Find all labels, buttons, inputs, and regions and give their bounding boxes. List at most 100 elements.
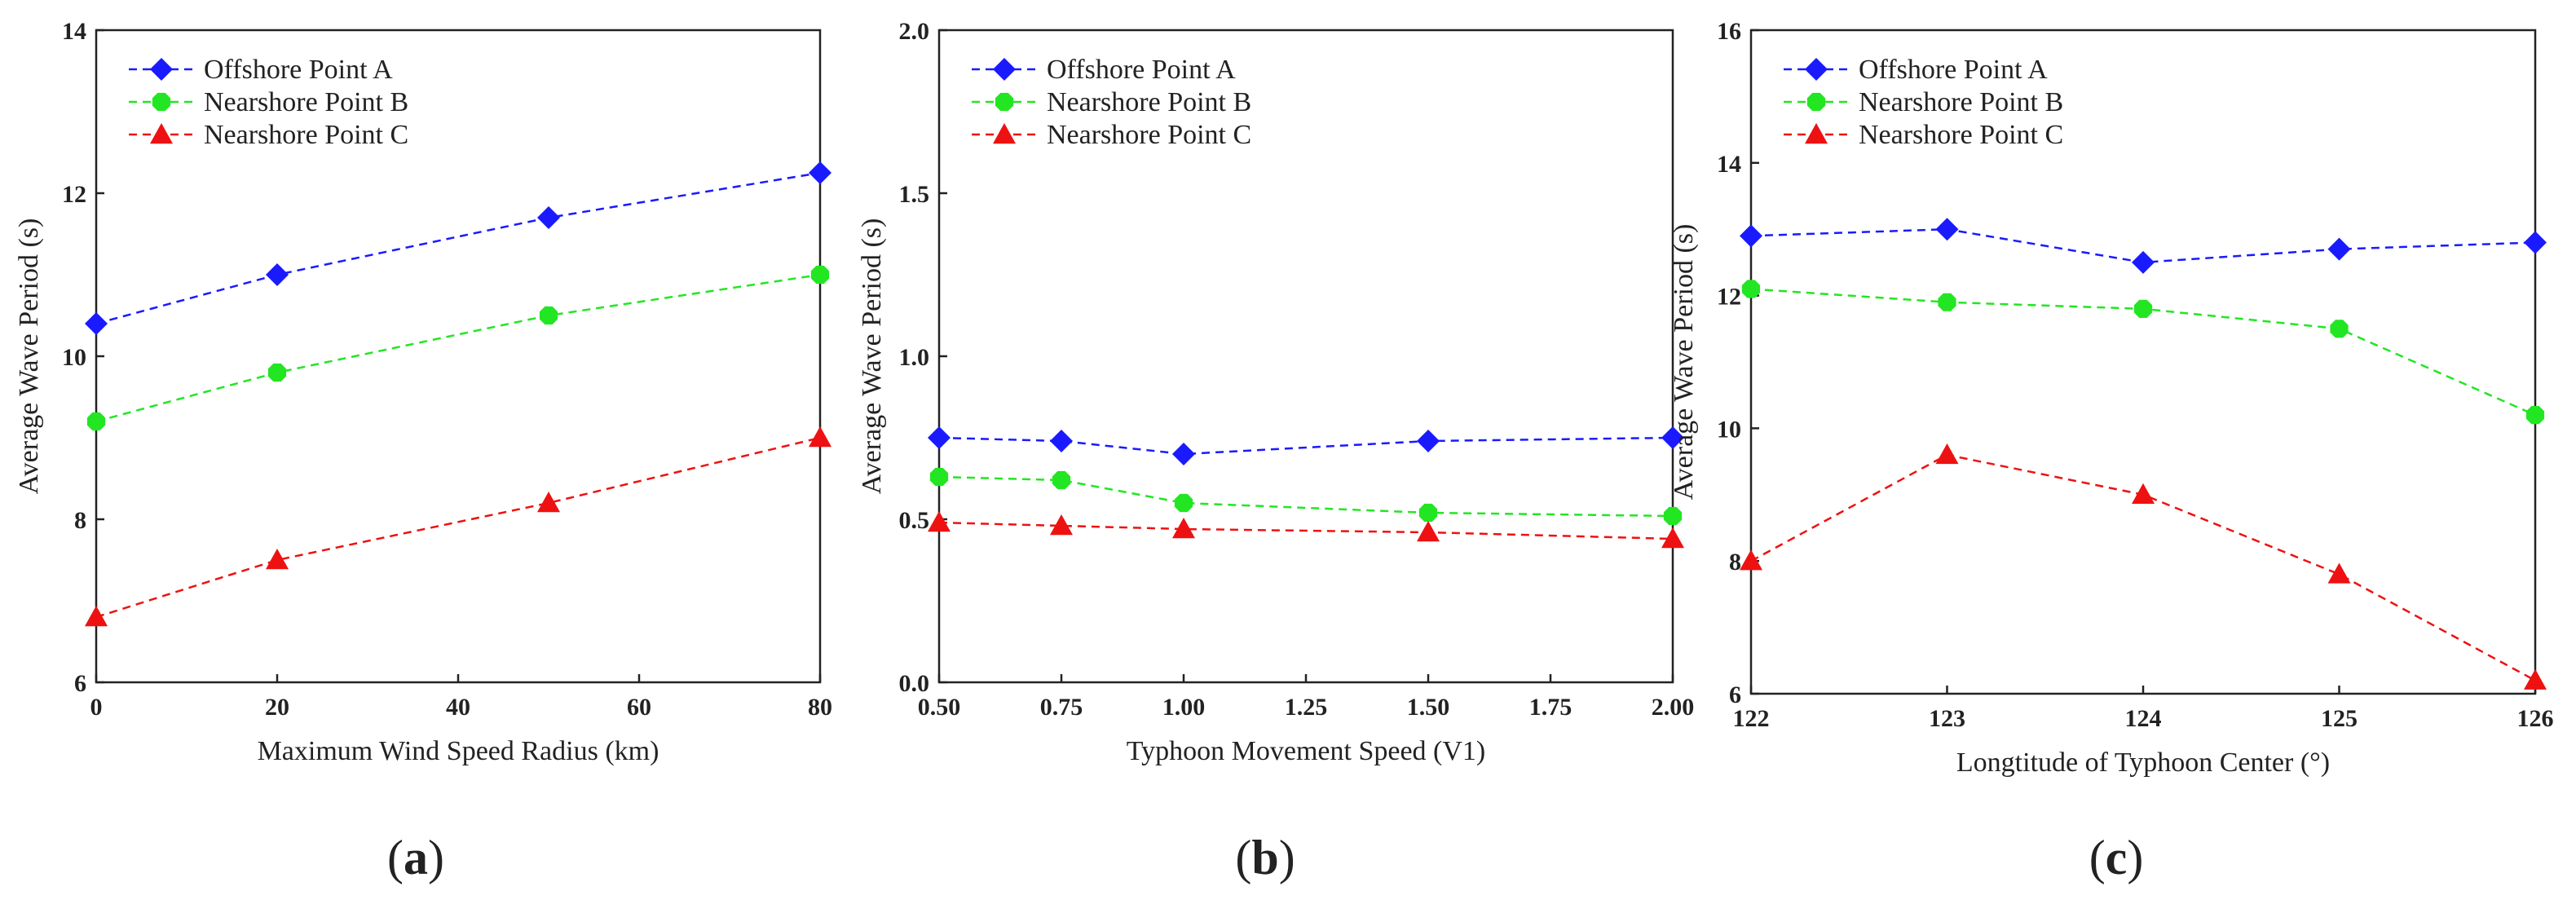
data-point-offshore_a: [2132, 250, 2155, 274]
x-axis-title: Longtitude of Typhoon Center (°): [1956, 748, 2330, 778]
data-point-offshore_a: [2327, 237, 2351, 261]
legend-label: Nearshore Point B: [204, 87, 408, 117]
data-point-offshore_a: [1935, 218, 1959, 241]
data-point-offshore_a: [1172, 443, 1195, 465]
legend-marker-nearshore_c: [1805, 123, 1828, 144]
data-point-nearshore_c: [1661, 527, 1684, 549]
data-point-offshore_a: [2524, 231, 2547, 254]
y-axis-title: Average Wave Period (s): [1669, 224, 1699, 501]
data-point-nearshore_b: [267, 363, 287, 382]
data-point-offshore_a: [266, 263, 289, 286]
data-point-nearshore_c: [928, 511, 951, 532]
y-tick-label: 2.0: [899, 18, 930, 45]
data-point-nearshore_c: [537, 492, 560, 513]
x-tick-label: 125: [2321, 705, 2358, 732]
data-point-nearshore_b: [1663, 506, 1683, 526]
x-axis-title: Typhoon Movement Speed (V1): [1127, 736, 1486, 766]
data-point-nearshore_b: [810, 265, 830, 284]
data-point-nearshore_c: [2132, 483, 2155, 504]
legend-label: Offshore Point A: [204, 55, 393, 85]
data-point-nearshore_c: [1050, 514, 1073, 536]
data-point-nearshore_b: [2330, 320, 2349, 338]
data-point-nearshore_b: [1741, 280, 1761, 298]
y-tick-label: 14: [1717, 151, 1741, 178]
x-tick-label: 1.25: [1285, 694, 1328, 721]
data-point-offshore_a: [1661, 426, 1684, 449]
x-tick-label: 0: [90, 694, 103, 721]
data-point-nearshore_c: [2524, 668, 2547, 690]
legend-label: Offshore Point A: [1859, 55, 2048, 85]
legend-marker-offshore_a: [1805, 58, 1828, 81]
legend-marker-nearshore_b: [995, 92, 1014, 112]
data-point-offshore_a: [1417, 430, 1440, 452]
data-point-nearshore_c: [1740, 549, 1762, 571]
data-point-offshore_a: [809, 161, 831, 184]
series-line-nearshore_b: [95, 273, 821, 423]
legend-label: Nearshore Point C: [1047, 120, 1251, 150]
data-point-nearshore_b: [539, 306, 558, 325]
y-tick-label: 0.5: [899, 507, 930, 534]
x-tick-label: 1.75: [1529, 694, 1573, 721]
y-tick-label: 8: [74, 507, 86, 534]
data-point-nearshore_b: [1418, 503, 1438, 523]
y-tick-label: 6: [1729, 681, 1741, 708]
y-tick-label: 14: [62, 18, 86, 45]
legend-label: Offshore Point A: [1047, 55, 1236, 85]
data-point-nearshore_b: [2525, 406, 2545, 425]
data-point-offshore_a: [537, 206, 560, 229]
panel-caption-b: (b): [1235, 831, 1295, 884]
x-tick-label: 0.50: [918, 694, 961, 721]
x-tick-label: 122: [1733, 705, 1770, 732]
x-tick-label: 20: [265, 694, 289, 721]
data-point-nearshore_c: [1417, 521, 1440, 542]
data-point-nearshore_c: [2327, 562, 2351, 584]
y-tick-label: 12: [62, 181, 86, 208]
data-point-nearshore_c: [266, 549, 289, 570]
x-tick-label: 126: [2517, 705, 2554, 732]
data-point-offshore_a: [85, 312, 108, 335]
data-point-offshore_a: [928, 426, 951, 449]
data-point-nearshore_b: [1938, 293, 1956, 311]
legend-label: Nearshore Point C: [204, 120, 408, 150]
chart-panel-1: 0 20 40 60 80 6 8 10 12 14 Maximum Wind Speed Radi…: [14, 18, 832, 766]
y-tick-label: 1.0: [899, 344, 930, 371]
legend-marker-nearshore_b: [152, 92, 171, 112]
legend-label: Nearshore Point C: [1859, 120, 2063, 150]
y-tick-label: 1.5: [899, 181, 930, 208]
data-point-nearshore_c: [85, 606, 108, 627]
data-point-nearshore_b: [1052, 470, 1071, 490]
x-tick-label: 1.00: [1162, 694, 1206, 721]
x-tick-label: 0.75: [1040, 694, 1083, 721]
series-line-nearshore_b: [938, 475, 1674, 518]
y-tick-label: 8: [1729, 549, 1741, 576]
x-tick-label: 2.00: [1652, 694, 1695, 721]
series-line-nearshore_c: [938, 521, 1674, 540]
x-tick-label: 124: [2125, 705, 2162, 732]
legend-marker-nearshore_c: [150, 123, 173, 144]
data-point-nearshore_c: [809, 426, 831, 448]
legend-marker-offshore_a: [150, 58, 173, 81]
data-point-offshore_a: [1740, 224, 1762, 248]
x-tick-label: 80: [808, 694, 832, 721]
data-point-nearshore_b: [2133, 299, 2153, 318]
x-tick-label: 1.50: [1407, 694, 1450, 721]
y-tick-label: 16: [1717, 18, 1741, 45]
data-point-nearshore_b: [1174, 493, 1193, 513]
y-tick-label: 6: [74, 670, 86, 697]
data-point-nearshore_c: [1935, 443, 1959, 465]
data-point-offshore_a: [1050, 430, 1073, 452]
legend-marker-offshore_a: [993, 58, 1016, 81]
data-point-nearshore_b: [86, 412, 106, 431]
chart-panel-2: 0.50 0.75 1.00 1.25 1.50 1.75 2.00 0.0 0.5 1.0 1.5…: [857, 18, 1694, 766]
y-axis-title: Average Wave Period (s): [14, 218, 44, 495]
panel-caption-c: (c): [2089, 831, 2144, 884]
x-tick-label: 60: [627, 694, 651, 721]
legend-label: Nearshore Point B: [1047, 87, 1251, 117]
panel-caption-a: (a): [387, 831, 444, 884]
series-line-nearshore_c: [95, 436, 821, 619]
legend-marker-nearshore_b: [1806, 92, 1826, 112]
